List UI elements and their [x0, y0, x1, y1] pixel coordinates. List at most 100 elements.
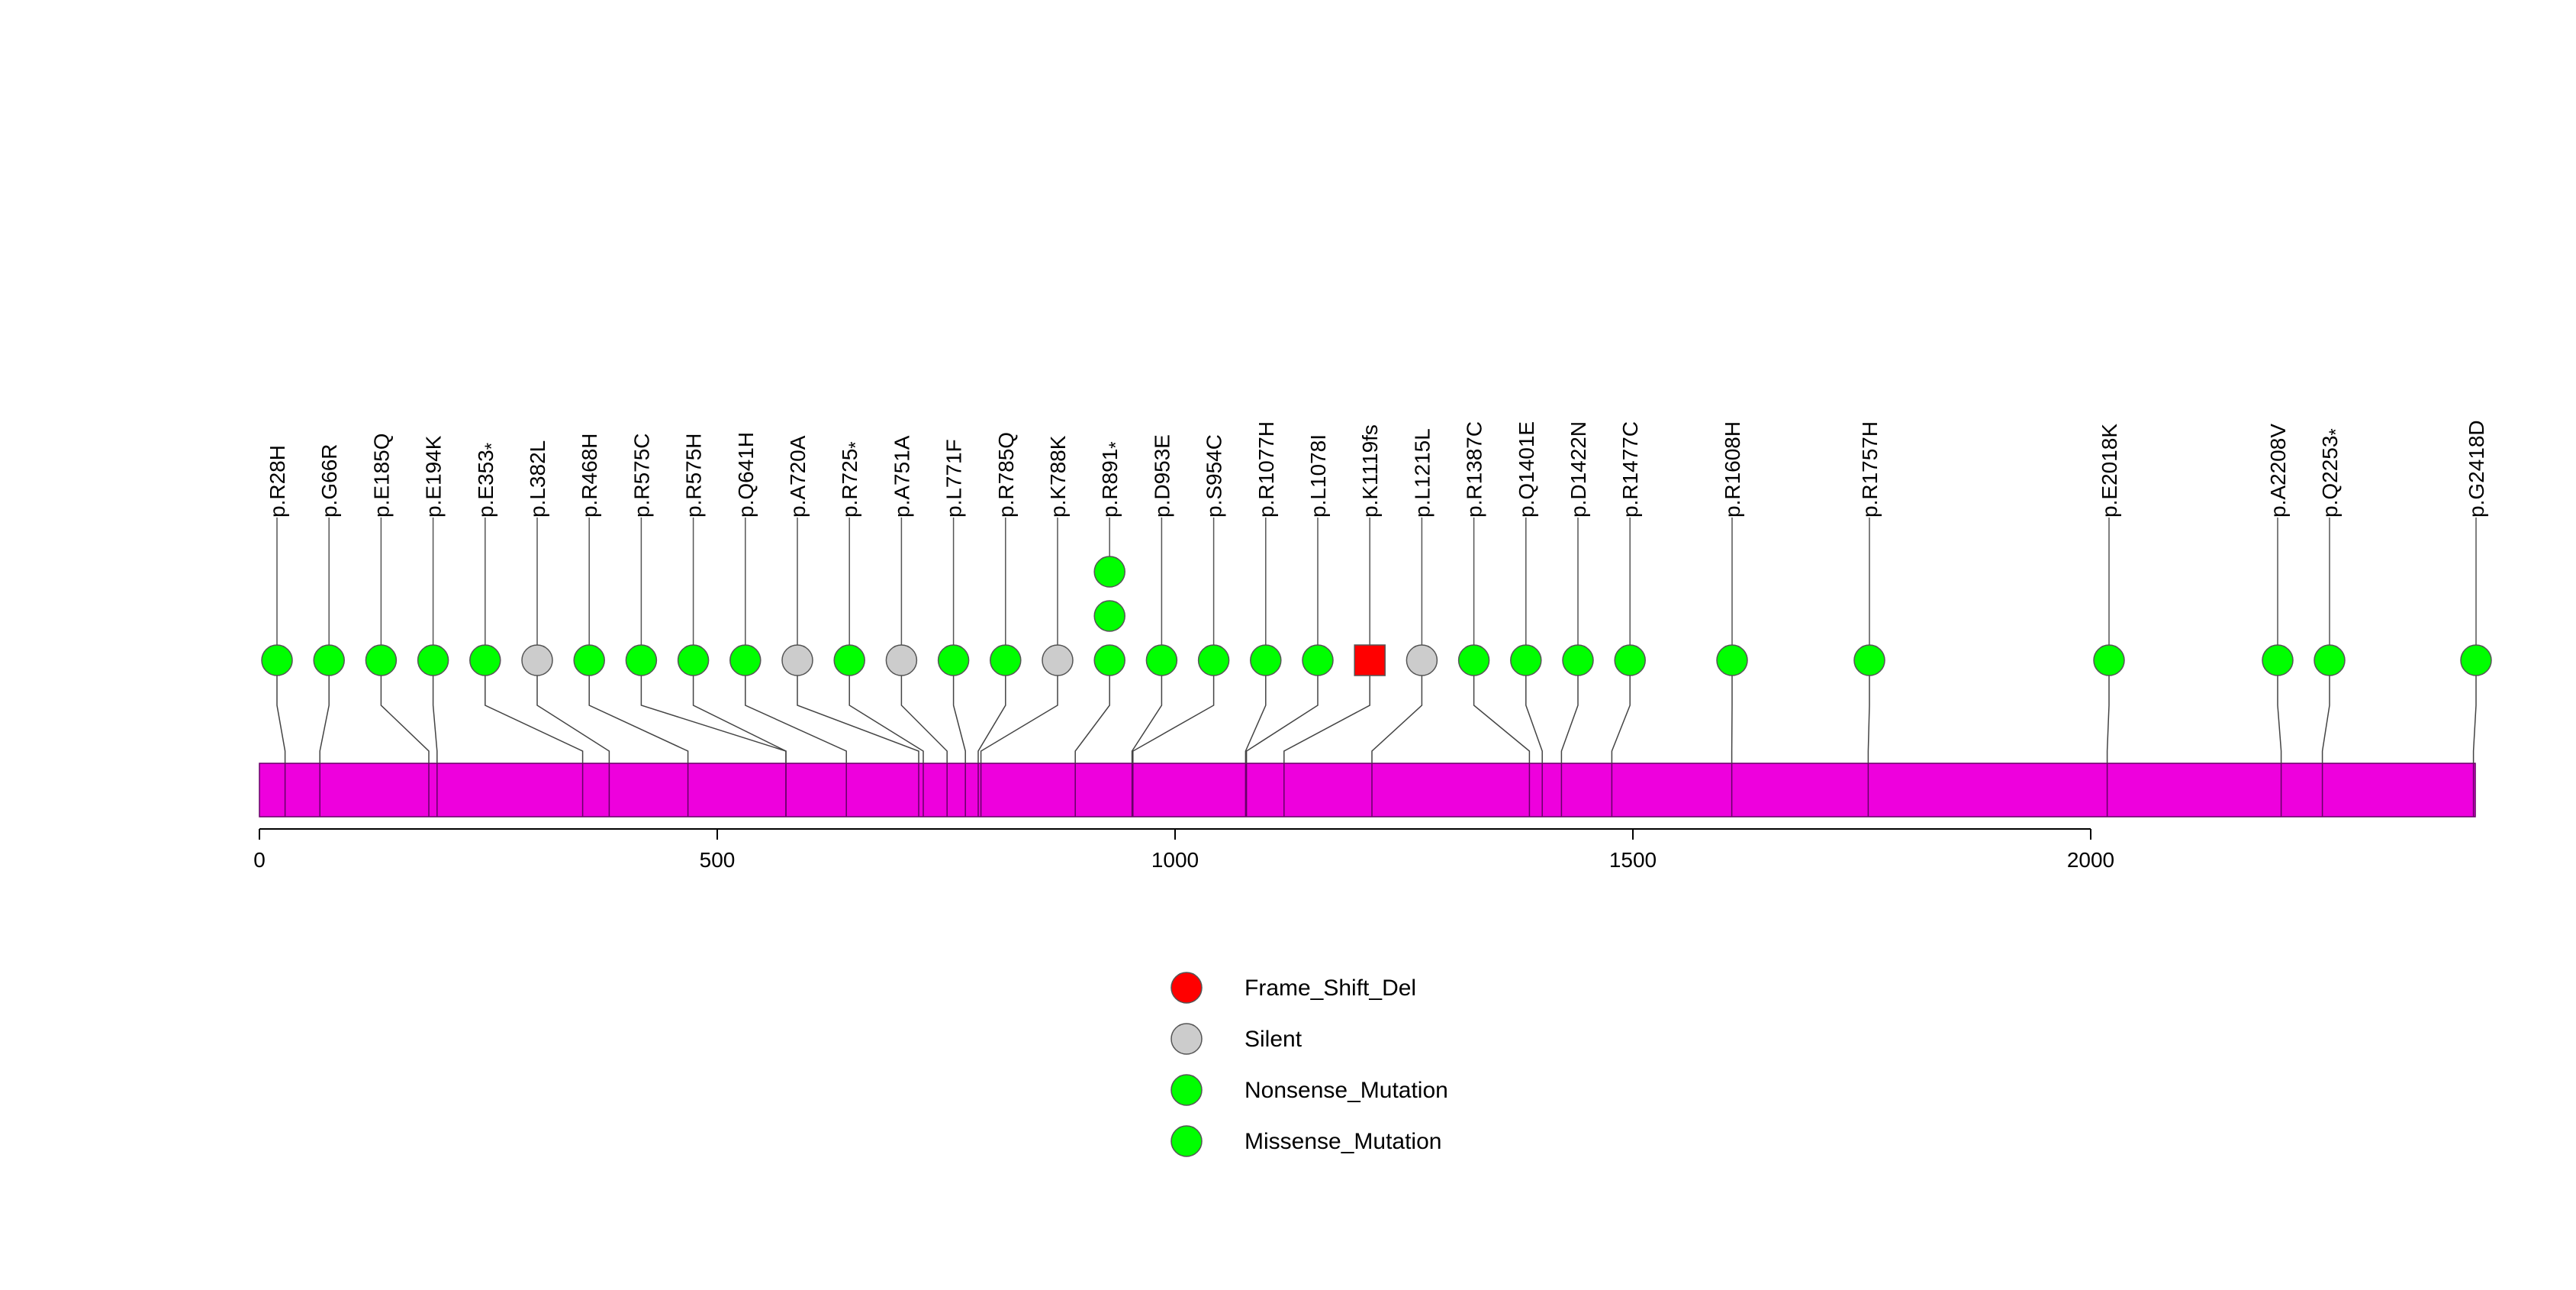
marker-p-e353	[469, 644, 501, 676]
mutation-label-p-r1608h: p.R1608H	[1721, 421, 1744, 518]
legend-label-missense-mutation: Missense_Mutation	[1245, 1129, 1441, 1154]
mutation-label-p-q1401e: p.Q1401E	[1515, 421, 1538, 518]
connector-p-a720a	[797, 676, 919, 763]
mutation-label-p-g66r: p.G66R	[317, 444, 341, 518]
mutation-label-p-r28h: p.R28H	[266, 445, 289, 518]
mutation-label-p-k1119fs: p.K1119fs	[1358, 424, 1382, 518]
connector-p-g2418d	[2472, 676, 2477, 763]
stem-layer	[276, 518, 2477, 645]
mutation-label-p-r1077h: p.R1077H	[1254, 421, 1278, 518]
legend-label-frame-shift-del: Frame_Shift_Del	[1245, 976, 1416, 1001]
mutation-label-p-l771f: p.L771F	[942, 439, 966, 518]
mutation-label-p-r1387c: p.R1387C	[1463, 421, 1486, 518]
legend-swatch-nonsense-mutation	[1170, 1074, 1203, 1106]
marker-p-q1401e	[1510, 644, 1542, 676]
connector-layer	[276, 676, 2477, 763]
connector-p-r1077h	[1245, 676, 1267, 763]
mutation-label-p-k788k: p.K788K	[1046, 435, 1070, 518]
marker-p-e2018k	[2093, 644, 2125, 676]
mutation-label-p-e2018k: p.E2018K	[2098, 424, 2121, 518]
marker-p-r1077h	[1250, 644, 1282, 676]
nonsense-star-p-r891: *	[1106, 441, 1126, 448]
marker-p-g2418d	[2460, 644, 2492, 676]
marker-p-r725	[833, 644, 865, 676]
legend-swatch-silent	[1170, 1023, 1203, 1055]
legend-swatch-frame-shift-del	[1170, 972, 1203, 1004]
connector-p-r1757h	[1867, 676, 1870, 763]
connector-p-a2208v	[2277, 676, 2282, 763]
legend-label-silent: Silent	[1245, 1027, 1302, 1052]
connector-p-l1078i	[1245, 676, 1319, 763]
marker-p-r28h	[261, 644, 293, 676]
x-tick-label-1000: 1000	[1151, 848, 1199, 872]
x-tick-label-2000: 2000	[2067, 848, 2114, 872]
x-tick-label-1500: 1500	[1609, 848, 1657, 872]
legend-label-nonsense-mutation: Nonsense_Mutation	[1245, 1078, 1448, 1103]
connector-p-d953e	[1131, 676, 1163, 763]
mutation-label-p-g2418d: p.G2418D	[2465, 420, 2488, 518]
marker-p-a2208v	[2262, 644, 2294, 676]
marker-p-r1608h	[1716, 644, 1748, 676]
mutation-label-p-d1422n: p.D1422N	[1567, 421, 1590, 518]
marker-p-l771f	[937, 644, 970, 676]
marker-p-r891-1	[1093, 644, 1125, 676]
connector-p-g66r	[319, 676, 330, 763]
x-axis: 0 500 1000 1500 2000	[253, 828, 2114, 872]
legend-swatch-missense-mutation	[1170, 1125, 1203, 1157]
mutation-label-p-e194k: p.E194K	[422, 435, 446, 518]
mutation-label-p-l1078i: p.L1078I	[1306, 434, 1330, 518]
marker-p-r891-2	[1093, 600, 1125, 632]
marker-p-k788k	[1042, 644, 1074, 676]
protein-bar	[259, 763, 2476, 818]
mutation-label-p-a720a: p.A720A	[786, 435, 810, 518]
marker-p-r468h	[573, 644, 605, 676]
connector-p-r785q	[977, 676, 1006, 763]
connector-p-e353	[485, 676, 584, 763]
protein-domain-layer	[259, 763, 2476, 818]
marker-p-r1757h	[1853, 644, 1885, 676]
connector-p-r1387c	[1473, 676, 1531, 763]
marker-layer	[261, 556, 2492, 676]
connector-p-s954c	[1132, 676, 1215, 763]
mutation-label-p-l382l: p.L382L	[526, 440, 549, 518]
connector-p-q641h	[745, 676, 847, 763]
connector-p-r725	[848, 676, 924, 763]
mutation-label-p-r575c: p.R575C	[630, 433, 653, 518]
mutation-label-p-l1215l: p.L1215L	[1410, 428, 1434, 518]
mutation-label-p-e353: p.E353*	[474, 443, 502, 518]
mutation-label-p-e185q: p.E185Q	[369, 433, 393, 518]
connector-p-a751a	[900, 676, 948, 763]
marker-p-r891-3	[1093, 556, 1125, 588]
mutation-label-layer: p.R28H p.G66R p.E185Q p.E194K p.E353* p.L382L…	[266, 420, 2488, 518]
marker-p-q641h	[729, 644, 762, 676]
marker-p-k1119fs	[1354, 644, 1386, 676]
x-tick-label-500: 500	[700, 848, 736, 872]
connector-p-r1477c	[1611, 676, 1631, 763]
connector-p-e185q	[380, 676, 430, 763]
mutation-label-p-q641h: p.Q641H	[734, 432, 758, 518]
mutation-label-p-a751a: p.A751A	[890, 435, 913, 518]
connector-p-q2253	[2321, 676, 2330, 763]
marker-p-q2253	[2314, 644, 2346, 676]
nonsense-star-p-r725: *	[845, 441, 866, 448]
connector-p-e194k	[432, 676, 438, 763]
marker-p-r785q	[990, 644, 1022, 676]
connector-p-r28h	[276, 676, 286, 763]
connector-p-l1215l	[1371, 676, 1423, 763]
mutation-label-p-r1477c: p.R1477C	[1618, 421, 1642, 518]
marker-p-a720a	[781, 644, 813, 676]
mutation-label-p-r575h: p.R575H	[682, 433, 706, 518]
marker-p-s954c	[1197, 644, 1230, 676]
connector-p-r468h	[588, 676, 689, 763]
x-tick-label-0: 0	[253, 848, 266, 872]
mutation-label-p-r468h: p.R468H	[578, 433, 601, 518]
connector-p-e2018k	[2106, 676, 2110, 763]
marker-p-a751a	[885, 644, 918, 676]
nonsense-star-p-e353: *	[481, 443, 502, 450]
legend: Frame_Shift_Del Silent Nonsense_Mutation Mi…	[1170, 972, 1448, 1157]
nonsense-star-p-q2253: *	[2326, 428, 2346, 435]
connector-p-r575h	[692, 676, 787, 763]
marker-p-r1387c	[1457, 644, 1490, 676]
marker-p-l1078i	[1302, 644, 1334, 676]
